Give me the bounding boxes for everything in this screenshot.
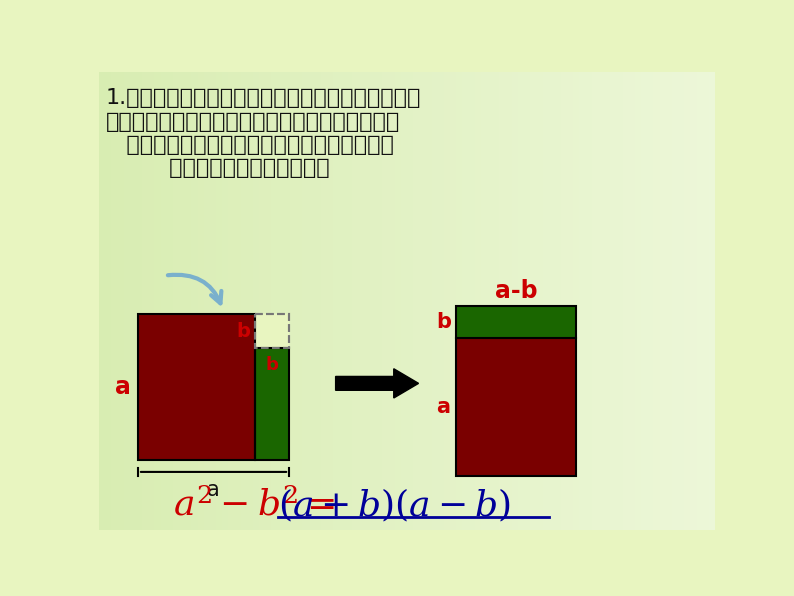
- Text: $(a+b)(a-b)$: $(a+b)(a-b)$: [277, 486, 511, 523]
- Text: a: a: [114, 375, 130, 399]
- Bar: [456, 338, 576, 476]
- Text: 这个同学解决这个问题吗？: 这个同学解决这个问题吗？: [106, 158, 330, 178]
- Text: b: b: [266, 356, 279, 374]
- Text: b: b: [237, 322, 250, 341]
- Text: a: a: [437, 397, 450, 417]
- Text: $a^2-b^2=$: $a^2-b^2=$: [173, 488, 335, 523]
- FancyArrow shape: [336, 369, 418, 398]
- Text: a-b: a-b: [495, 279, 537, 303]
- Text: 张，要求他在恰好不浪费纸张的前提下剪拼成长方: 张，要求他在恰好不浪费纸张的前提下剪拼成长方: [106, 111, 399, 132]
- Bar: [255, 348, 289, 460]
- Text: 形，作为一幅精美剪纸的衬底，请问你能帮助: 形，作为一幅精美剪纸的衬底，请问你能帮助: [106, 135, 395, 154]
- Bar: [138, 314, 255, 460]
- Text: 1.手工课上，老师给某同学发下一张如左图形状的纸: 1.手工课上，老师给某同学发下一张如左图形状的纸: [106, 88, 421, 108]
- Text: a: a: [207, 480, 220, 499]
- Bar: [456, 306, 576, 338]
- Bar: [456, 306, 576, 476]
- Bar: [255, 314, 289, 348]
- Bar: [138, 314, 289, 460]
- Text: b: b: [436, 312, 451, 332]
- Bar: [255, 314, 289, 348]
- Bar: [255, 348, 289, 460]
